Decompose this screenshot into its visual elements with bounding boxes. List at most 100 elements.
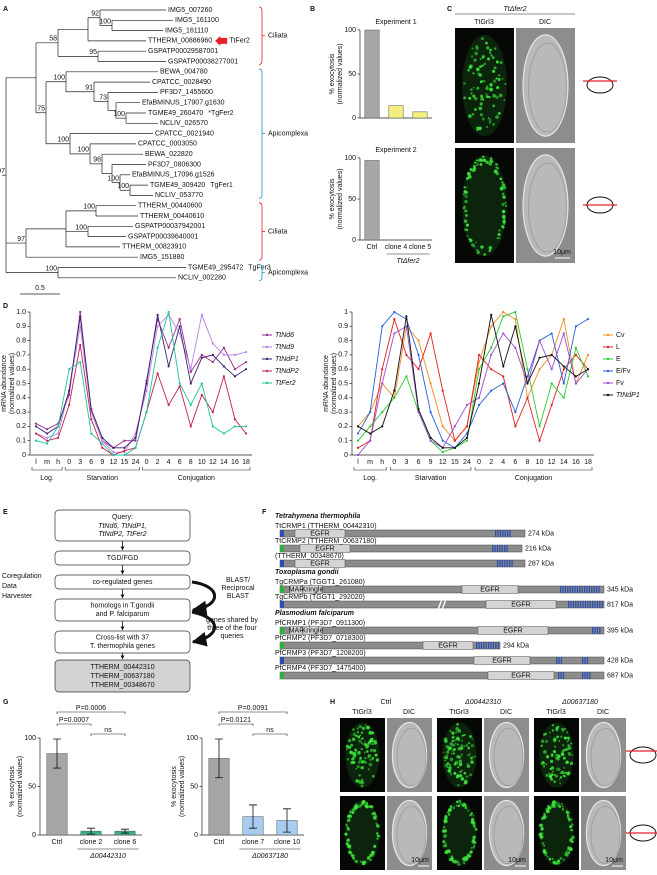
domain xyxy=(477,626,549,635)
granule xyxy=(453,771,457,775)
x-tick-label: 15 xyxy=(451,459,459,466)
data-point xyxy=(222,346,225,349)
cell xyxy=(585,721,622,789)
significance-bracket xyxy=(56,711,126,714)
granule xyxy=(488,162,492,166)
granule xyxy=(496,166,499,170)
granule xyxy=(559,735,563,739)
data-point xyxy=(123,446,126,449)
x-tick-label: 3 xyxy=(78,459,82,466)
repeat-stripe xyxy=(506,545,508,552)
data-point xyxy=(490,346,493,349)
data-point xyxy=(79,360,82,364)
granule xyxy=(472,823,476,827)
cell-shade xyxy=(493,805,524,865)
data-point xyxy=(233,425,237,428)
granule xyxy=(488,249,492,253)
p-value: ns xyxy=(266,727,274,734)
granule xyxy=(474,161,477,164)
granule xyxy=(499,60,503,65)
granule xyxy=(483,158,487,162)
granule xyxy=(489,83,493,87)
cell xyxy=(391,799,428,867)
granule xyxy=(454,738,457,742)
granule xyxy=(348,746,352,749)
panel-letter: G xyxy=(3,699,9,706)
granule xyxy=(363,751,366,754)
granule xyxy=(467,853,470,857)
granule xyxy=(474,51,478,56)
domain xyxy=(302,626,323,635)
granule xyxy=(371,731,375,735)
granule xyxy=(471,738,474,741)
protein-bar xyxy=(279,656,605,665)
signal-peptide xyxy=(280,545,284,552)
granule xyxy=(359,860,363,863)
y-axis-label: (normalized values) xyxy=(179,756,186,817)
data-point xyxy=(34,422,38,425)
legend-label: E/Fv xyxy=(616,368,631,375)
granule xyxy=(556,767,560,772)
granule xyxy=(469,168,473,171)
protein-size: 274 kDa xyxy=(528,530,554,537)
granule xyxy=(365,804,368,808)
granule xyxy=(362,860,365,863)
granule xyxy=(355,767,358,770)
repeat-stripe xyxy=(492,642,495,649)
chart-title: Experiment 1 xyxy=(375,19,416,26)
data-point xyxy=(514,346,517,349)
significance-bracket xyxy=(56,723,92,726)
domain xyxy=(473,656,531,665)
protein-size: 817 kDa xyxy=(607,601,633,608)
x-tick-label: 16 xyxy=(572,459,580,466)
repeat-stripe xyxy=(509,530,511,537)
x-tick-label: 0 xyxy=(477,459,481,466)
granule xyxy=(486,85,489,87)
repeat-stripe xyxy=(570,601,572,608)
granule xyxy=(448,766,451,769)
granule xyxy=(359,734,362,737)
granule xyxy=(348,819,351,822)
data-point xyxy=(405,315,408,318)
domain xyxy=(461,585,519,594)
granule xyxy=(358,739,362,743)
granule xyxy=(483,80,486,82)
flow-text: TtNdP2, TtFer2 xyxy=(98,531,146,538)
granule xyxy=(548,772,551,775)
data-point xyxy=(200,356,203,359)
flow-box xyxy=(54,659,191,693)
granule xyxy=(465,177,469,180)
granule xyxy=(346,757,350,761)
protein-name: PfCRMP4 (PF3D7_1475400) xyxy=(275,665,366,672)
y-axis-label: (normalized values) xyxy=(9,353,16,414)
data-point xyxy=(68,403,71,407)
x-tick-label: clone 6 xyxy=(114,839,137,846)
x-tick-label: clone 7 xyxy=(242,839,265,846)
granule xyxy=(374,753,378,757)
granule xyxy=(356,765,360,769)
granule xyxy=(345,748,348,751)
granule xyxy=(488,96,491,99)
leaf-label: EfaBMINUS_17907.g1630 xyxy=(142,100,225,107)
granule xyxy=(476,129,479,132)
repeat-stripe xyxy=(504,530,506,537)
granule xyxy=(366,725,371,730)
granule xyxy=(495,95,499,99)
flow-text: co-regulated genes xyxy=(93,579,153,586)
data-point xyxy=(101,436,104,439)
granule xyxy=(558,805,562,808)
granule xyxy=(550,753,554,758)
data-point xyxy=(574,382,577,385)
repeat-stripe xyxy=(601,601,603,608)
data-point xyxy=(68,389,71,392)
granule xyxy=(569,761,574,766)
granule xyxy=(376,824,379,827)
data-point xyxy=(356,425,360,428)
data-point xyxy=(156,325,159,328)
leaf-label: NCLIV_053770 xyxy=(155,192,203,199)
granule xyxy=(447,808,452,812)
granule xyxy=(448,746,452,750)
data-point xyxy=(79,343,82,346)
y-tick-label: 50 xyxy=(348,71,356,78)
x-tick-label: 0 xyxy=(145,459,149,466)
